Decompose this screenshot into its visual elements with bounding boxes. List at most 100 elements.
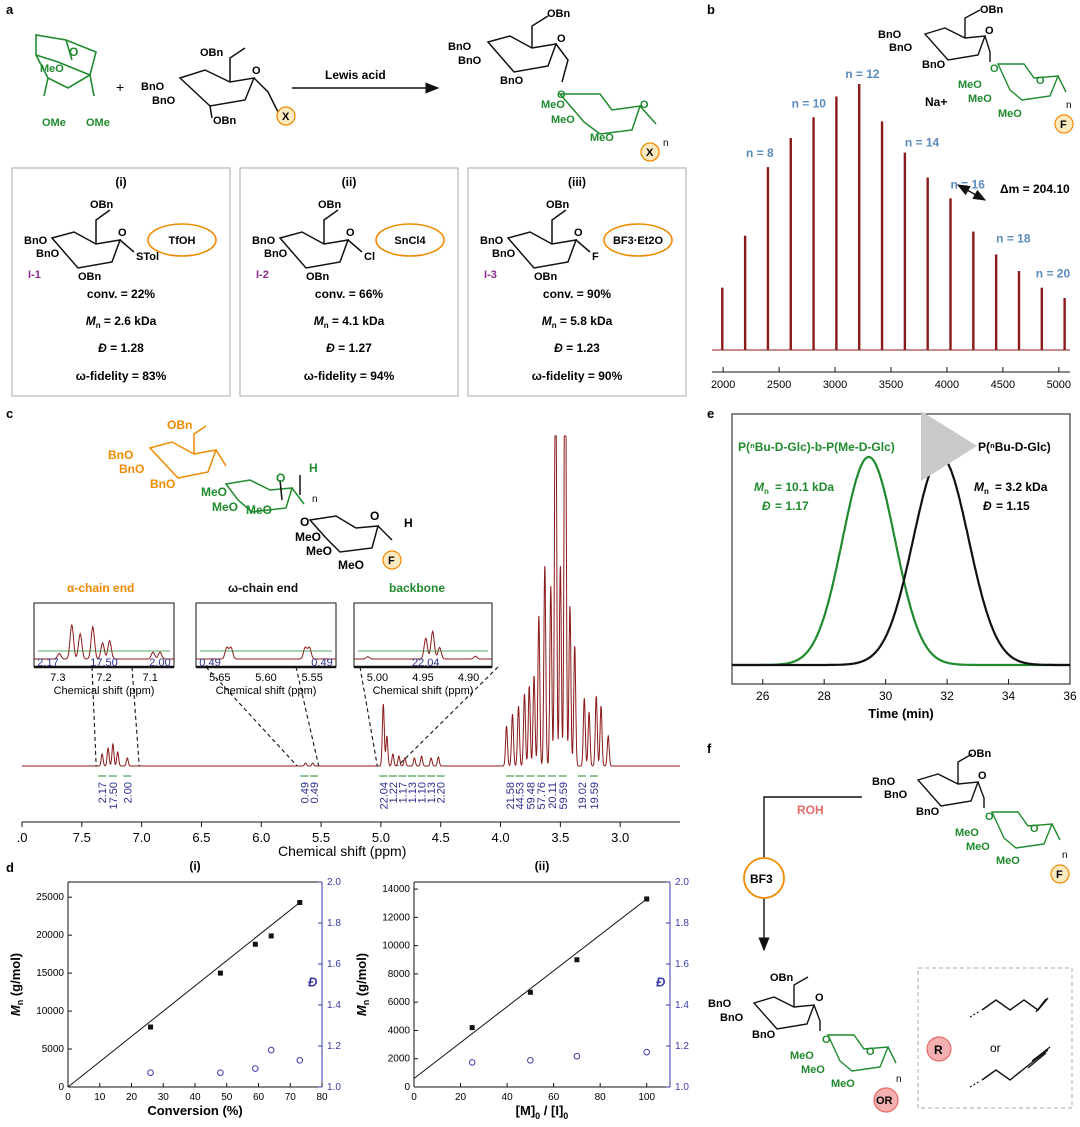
nmr-tick-label: 5.0 <box>372 830 390 845</box>
sec-tick-label: 32 <box>940 689 954 703</box>
x-tick-label: 40 <box>502 1092 514 1103</box>
mn-black-symbol: Mn <box>974 480 989 496</box>
case-id: I-1 <box>28 269 41 281</box>
condition-box-frame <box>239 167 459 397</box>
panel-letter-c: c <box>6 406 13 421</box>
case-conversion: conv. = 90% <box>543 287 611 301</box>
acid-label: SnCl4 <box>394 235 426 247</box>
inset-connector <box>295 666 320 767</box>
case-leaving-group: F <box>592 251 599 263</box>
maldi-peak <box>766 167 770 350</box>
nmr-tick-label: .0 <box>17 830 28 845</box>
integral-value: 57.76 <box>536 782 548 810</box>
b-meo-2: MeO <box>968 93 992 105</box>
maldi-tick-label: 4000 <box>935 379 959 391</box>
maldi-peak-label: n = 18 <box>996 231 1031 245</box>
dispersity-point <box>573 1052 581 1060</box>
integral-value: 44.53 <box>515 782 527 810</box>
dispersity-point <box>147 1069 154 1076</box>
donor-bno-1: BnO <box>141 81 165 93</box>
y2-tick-label: 1.2 <box>327 1041 341 1052</box>
sec-tick-label: 26 <box>756 689 770 703</box>
panel-b: b OBn BnO BnO BnO O O O MeO MeO MeO F n … <box>707 2 1074 391</box>
b-bno-3: BnO <box>922 59 946 71</box>
panel-letter-e: e <box>707 406 714 421</box>
x-label-part: Conversion (%) <box>147 1103 242 1118</box>
x-label-part: 0 <box>535 1111 540 1121</box>
f-bot-meo-2: MeO <box>801 1064 825 1076</box>
y-tick-label: 4000 <box>388 1025 411 1036</box>
f-bot-or: OR <box>876 1095 893 1107</box>
alkyne-chain <box>981 1049 1049 1081</box>
x-tick-label: 100 <box>638 1092 655 1103</box>
d-symbol: Đ <box>554 341 563 355</box>
d-black-symbol: Đ <box>983 499 992 513</box>
mn-point <box>574 957 580 963</box>
f-bot-meo-3: MeO <box>831 1078 855 1090</box>
maldi-peak <box>926 177 929 350</box>
integral-value: 20.11 <box>547 782 559 809</box>
donor-structure <box>178 47 279 119</box>
nmr-tick-label: 4.5 <box>432 830 450 845</box>
integral-value: 0.49 <box>299 782 311 803</box>
inset-trace <box>196 646 336 660</box>
plot-d-i: (i) 0 10 20 30 40 50 60 70 80 0 5000 10000 15000 20000… <box>8 859 341 1118</box>
case-o: O <box>346 227 355 239</box>
plus-sign: + <box>116 79 124 95</box>
nmr-tick-label: 7.0 <box>133 830 151 845</box>
roh-label: ROH <box>797 803 824 817</box>
x-tick-label: 20 <box>126 1092 138 1103</box>
y2-tick-label: 1.8 <box>327 918 341 929</box>
plot-d-ii: (ii) 0 20 40 60 80 100 0 2000 4000 6000 8000 10000 12… <box>354 859 689 1121</box>
integral-value: 1.13 <box>407 782 419 803</box>
c-o-3: O <box>300 515 309 529</box>
sodium-ion: Na+ <box>925 95 947 109</box>
alkene-attach <box>969 1010 981 1018</box>
product-structure <box>486 15 569 83</box>
case-mn: Mn = 5.8 kDa <box>542 314 613 330</box>
case-obn-2: OBn <box>306 271 330 283</box>
monomer-ome-2: OMe <box>86 117 110 129</box>
nmr-tick-label: 3.5 <box>551 830 569 845</box>
c-f-badge <box>382 550 402 570</box>
case-dispersity: Đ = 1.27 <box>326 341 372 355</box>
nmr-inset-2: 5.65 5.60 5.55 0.49 0.49 Chemical shift (ppm) <box>195 602 337 697</box>
product-o: O <box>557 33 566 45</box>
maldi-peak-label: n = 14 <box>905 136 940 150</box>
d-green-value: = 1.17 <box>775 499 809 513</box>
plot-title: (i) <box>189 859 200 873</box>
b-obn: OBn <box>980 4 1004 16</box>
inset-trace <box>354 629 492 660</box>
mn-value: = 4.1 kDa <box>329 314 385 328</box>
f-top-f-badge <box>1050 864 1070 884</box>
d-value: = 1.23 <box>563 341 600 355</box>
bf3-label: BF3 <box>750 872 773 886</box>
inset-connector <box>359 666 378 767</box>
product-x: X <box>646 147 654 159</box>
inset-integral-value: 17.50 <box>90 657 118 669</box>
case-id: I-2 <box>256 269 269 281</box>
y-tick-label: 10000 <box>36 1006 64 1017</box>
f-bot-o-2: O <box>822 1034 831 1046</box>
b-bno-1: BnO <box>878 29 902 41</box>
integral-value: 19.59 <box>589 782 601 810</box>
ring-arm <box>551 209 567 244</box>
case-leaving-group: Cl <box>364 251 375 263</box>
product-x-badge <box>640 142 660 162</box>
y-label-symbol: M <box>8 1004 23 1016</box>
case-bno-2: BnO <box>36 248 60 260</box>
maldi-peak <box>903 152 907 350</box>
y-label-symbol: M <box>354 1004 369 1016</box>
maldi-tick-label: 2500 <box>767 379 791 391</box>
integral-value: 59.59 <box>558 782 570 810</box>
y2-tick-label: 1.0 <box>327 1082 341 1093</box>
sugar-ring <box>278 231 350 269</box>
inset-tick-label: 7.2 <box>96 672 111 684</box>
inset-tick-label: 5.60 <box>255 672 276 684</box>
panel-letter-a: a <box>6 2 14 17</box>
linear-fit <box>413 898 648 1079</box>
case-obn: OBn <box>318 199 342 211</box>
